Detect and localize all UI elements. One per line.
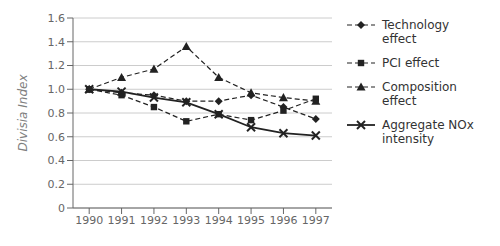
html-text:Technology effect: Technology effect [382, 18, 450, 46]
svg-text:1992: 1992 [140, 214, 168, 227]
html-text:Composition effect: Composition effect [382, 80, 457, 108]
svg-text:Divisia Index: Divisia Index [16, 74, 30, 152]
svg-text:1.2: 1.2 [48, 59, 66, 72]
svg-text:1.4: 1.4 [48, 36, 66, 49]
svg-text:0.6: 0.6 [48, 131, 66, 144]
svg-text:0.4: 0.4 [48, 154, 66, 167]
svg-text:1997: 1997 [302, 214, 330, 227]
svg-text:0.8: 0.8 [48, 107, 66, 120]
svg-text:1.6: 1.6 [48, 12, 66, 25]
svg-text:1994: 1994 [205, 214, 233, 227]
svg-text:1993: 1993 [172, 214, 200, 227]
html-text:Aggregate NOx intensity: Aggregate NOx intensity [382, 118, 474, 146]
svg-text:1991: 1991 [108, 214, 136, 227]
svg-text:1990: 1990 [75, 214, 103, 227]
svg-text:1.0: 1.0 [48, 83, 66, 96]
svg-text:0.2: 0.2 [48, 178, 66, 191]
svg-text:1996: 1996 [269, 214, 297, 227]
html-text:PCI effect: PCI effect [382, 56, 440, 70]
svg-text:0: 0 [58, 202, 65, 215]
svg-text:1995: 1995 [237, 214, 265, 227]
